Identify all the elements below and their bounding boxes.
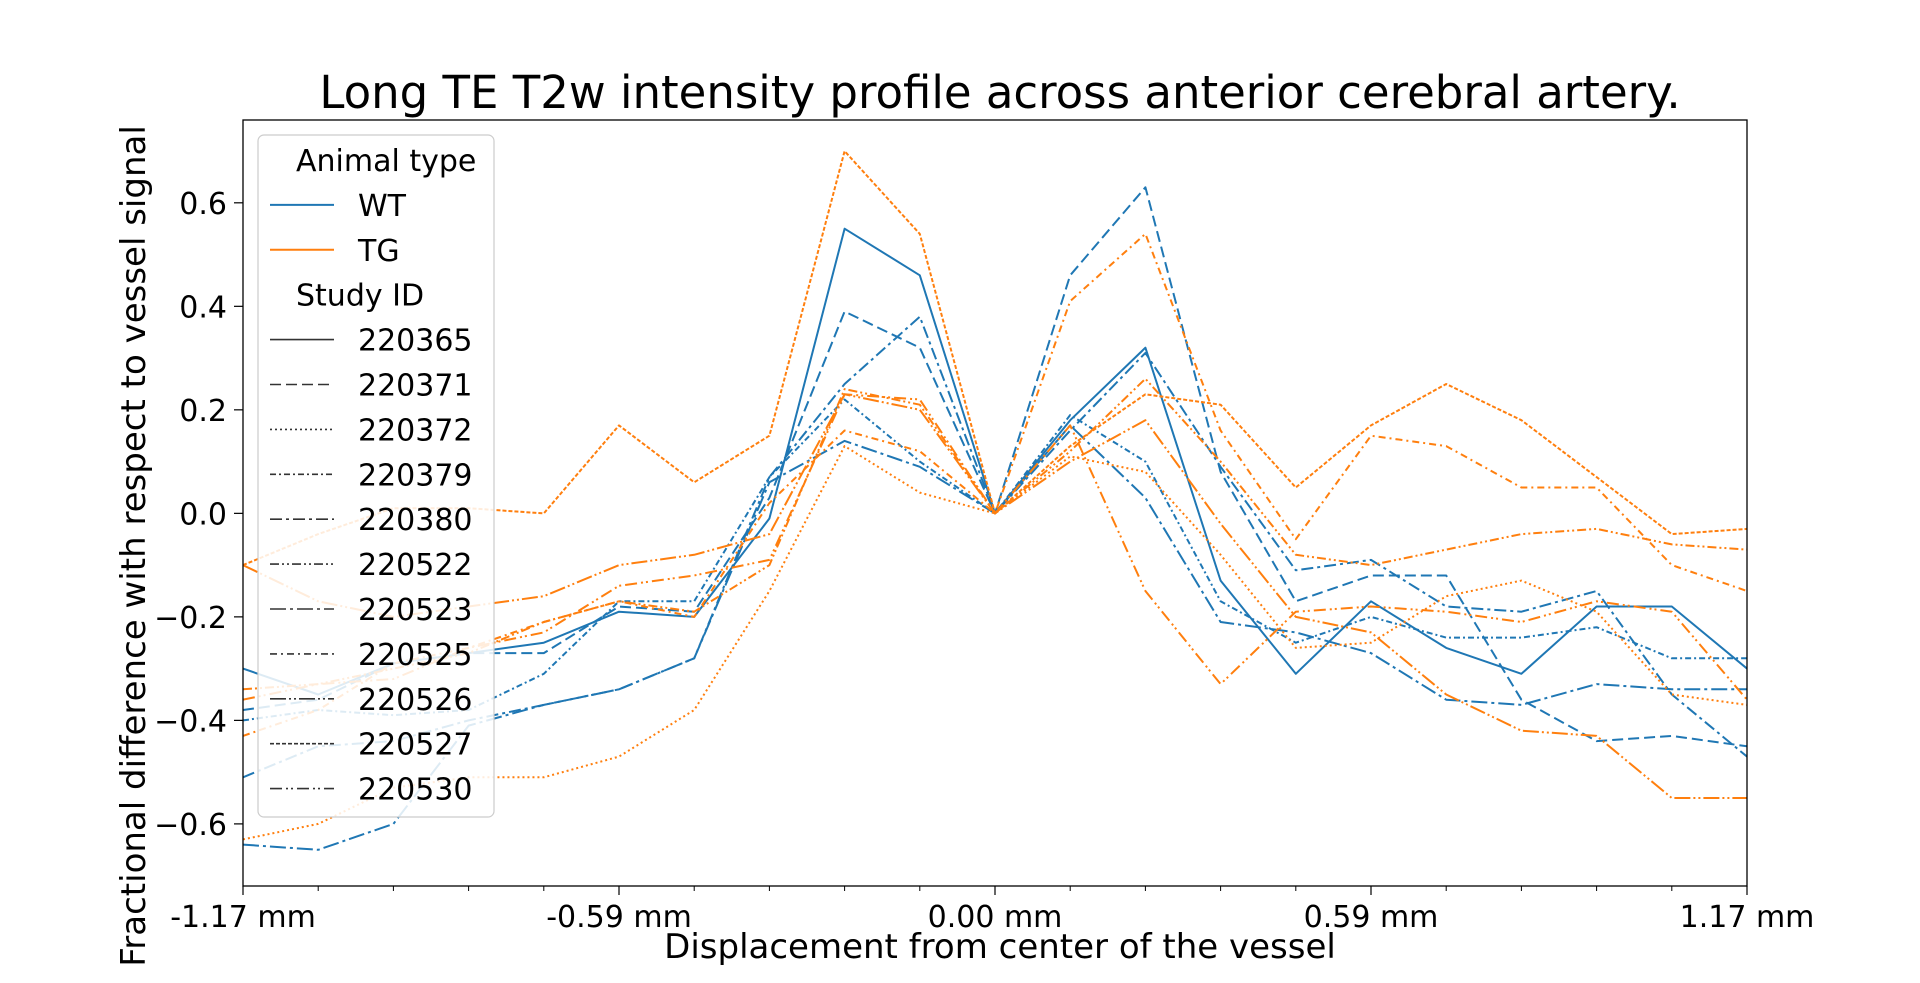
legend-label: 220526	[358, 683, 473, 718]
legend-label: 220530	[358, 773, 473, 808]
y-tick-label: −0.2	[154, 601, 227, 636]
legend-label: 220380	[358, 503, 473, 538]
legend-label: 220379	[358, 458, 473, 493]
y-tick-label: −0.6	[154, 808, 227, 843]
legend-label: 220372	[358, 413, 473, 448]
legend-style-title: Study ID	[296, 279, 424, 314]
y-tick-label: −0.4	[154, 704, 227, 739]
y-tick-label: 0.4	[179, 290, 227, 325]
legend-label: 220371	[358, 369, 473, 404]
legend-label: 220525	[358, 638, 473, 673]
legend-label: TG	[357, 234, 400, 269]
legend-label: 220522	[358, 548, 473, 583]
x-tick-label: 0.59 mm	[1304, 900, 1439, 935]
x-axis-label: Displacement from center of the vessel	[664, 927, 1336, 967]
chart-title: Long TE T2w intensity profile across ant…	[319, 66, 1680, 119]
y-tick-label: 0.0	[179, 497, 227, 532]
y-tick-label: 0.6	[179, 187, 227, 222]
y-axis-label: Fractional difference with respect to ve…	[114, 125, 154, 967]
y-tick-label: 0.2	[179, 394, 227, 429]
legend-box	[257, 134, 495, 818]
x-tick-label: 0.00 mm	[928, 900, 1063, 935]
x-tick-label: -1.17 mm	[170, 900, 316, 935]
x-tick-label: 1.17 mm	[1680, 900, 1815, 935]
x-tick-label: -0.59 mm	[546, 900, 692, 935]
legend-label: 220523	[358, 593, 473, 628]
legend-label: 220365	[358, 324, 473, 359]
legend-hue-title: Animal type	[296, 144, 476, 179]
legend-label: 220527	[358, 728, 473, 763]
legend: Animal type WT TG Study ID 220365 220371 22037…	[257, 134, 495, 818]
legend-label: WT	[358, 189, 407, 224]
